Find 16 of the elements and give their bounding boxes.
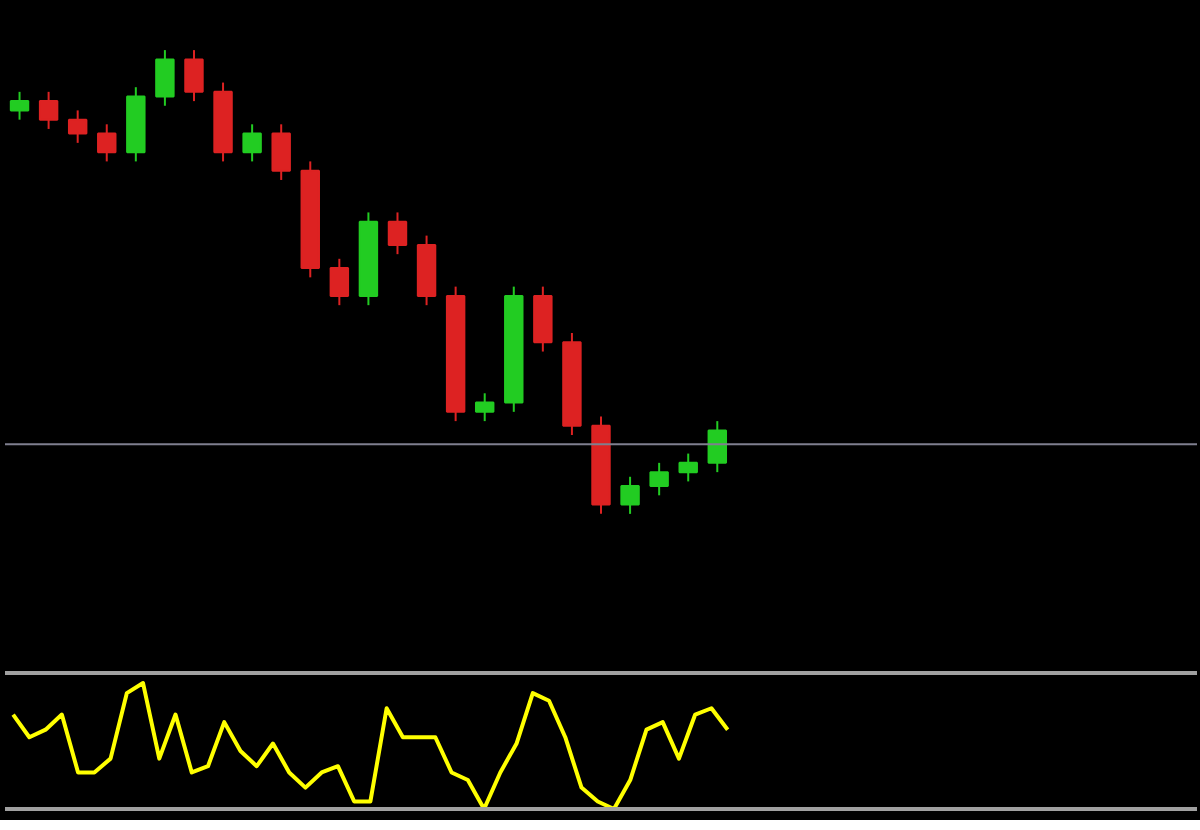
candlestick — [329, 257, 350, 307]
candlestick — [678, 452, 698, 483]
candlestick — [533, 285, 553, 353]
candlestick — [184, 49, 204, 103]
candlestick — [38, 90, 59, 130]
candlestick — [97, 123, 117, 163]
candlestick — [242, 123, 262, 163]
candlestick — [649, 461, 669, 497]
candlestick — [387, 211, 408, 256]
candlestick — [707, 420, 728, 474]
candlestick — [155, 49, 175, 107]
candlestick — [620, 475, 640, 515]
candlestick — [271, 123, 291, 181]
candlestick — [9, 90, 30, 121]
candlestick — [67, 109, 88, 144]
candlestick — [474, 392, 495, 423]
